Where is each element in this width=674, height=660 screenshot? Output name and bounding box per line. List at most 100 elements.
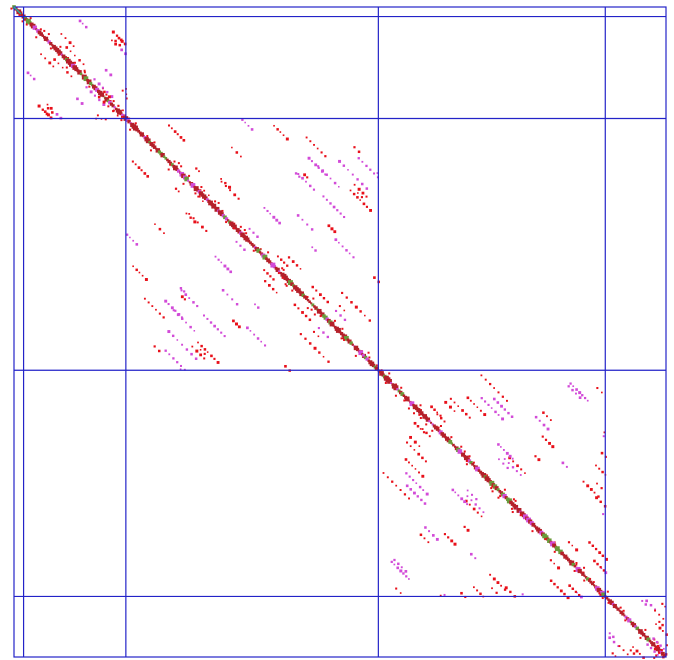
block-partition-grid [13,6,667,658]
matrix-entry [423,537,426,540]
near-diagonal-entry [333,319,336,322]
matrix-entry [629,649,632,652]
matrix-entry [74,54,76,57]
diagonal-entry [601,592,607,598]
matrix-entry [82,63,85,66]
matrix-entry [129,236,131,239]
near-diagonal-entry [388,372,391,375]
near-diagonal-entry [606,590,609,593]
matrix-entry [443,533,446,536]
near-diagonal-entry [655,654,658,657]
matrix-entry [297,173,300,176]
matrix-entry [495,591,498,594]
matrix-entry [203,348,207,351]
matrix-entry [176,133,179,136]
matrix-entry [123,42,126,45]
matrix-entry [319,293,322,297]
near-diagonal-entry [259,248,262,251]
matrix-entry [575,388,578,391]
matrix-entry [111,39,113,42]
matrix-entry [571,388,574,392]
matrix-entry [193,330,196,332]
matrix-entry [232,319,235,323]
matrix-entry [470,499,473,502]
matrix-entry [164,299,168,303]
diagonal-entry [163,155,166,158]
near-diagonal-entry [312,297,315,300]
matrix-entry [449,397,452,400]
near-diagonal-entry [343,338,346,341]
matrix-entry [172,357,175,360]
matrix-entry [506,466,509,470]
diagonal-entry [256,248,261,253]
matrix-entry [661,630,664,632]
matrix-entry [101,86,104,89]
matrix-entry [147,301,150,304]
matrix-entry [618,645,621,648]
diagonal-entry [371,363,376,368]
near-diagonal-entry [512,498,515,501]
near-diagonal-entry [277,272,280,275]
near-diagonal-entry [83,69,86,72]
matrix-entry [433,408,436,411]
near-diagonal-entry [182,182,185,185]
matrix-entry [305,180,307,183]
near-diagonal-entry [490,487,493,490]
matrix-entry [484,400,487,403]
matrix-entry [393,563,396,566]
diagonal-entry [314,306,318,310]
matrix-entry [350,301,353,304]
diagonal-entry [632,623,637,628]
matrix-entry [325,173,328,176]
matrix-entry [356,178,359,181]
near-diagonal-entry [282,268,285,271]
matrix-entry [173,130,177,133]
matrix-entry [369,209,372,212]
matrix-entry [271,287,275,291]
diagonal-entry [513,504,519,510]
matrix-entry [132,265,134,268]
matrix-entry [254,303,256,306]
diagonal-entry [142,134,145,138]
diagonal-entry [662,653,666,657]
near-diagonal-entry [310,308,313,311]
matrix-entry [197,341,199,344]
diagonal-entry [160,152,165,158]
matrix-entry [653,650,656,653]
matrix-entry [273,124,275,127]
matrix-entry [343,215,346,219]
matrix-entry [322,355,325,358]
diagonal-entry [351,343,354,346]
matrix-entry [109,73,113,77]
matrix-entry [418,445,421,447]
diagonal-entry [404,396,410,402]
matrix-entry [395,587,398,590]
matrix-entry [65,46,69,49]
diagonal-entry [390,381,393,384]
matrix-entry [29,74,32,77]
near-diagonal-entry [497,496,500,499]
matrix-entry [158,312,161,315]
diagonal-entry [605,596,609,600]
matrix-entry [235,322,238,326]
matrix-entry [409,435,413,439]
matrix-entry [179,287,183,290]
matrix-entry [604,557,608,561]
matrix-entry [480,397,483,400]
matrix-entry [503,458,506,460]
near-diagonal-entry [341,327,344,330]
matrix-entry [213,357,216,360]
diagonal-entry [137,129,141,133]
matrix-entry [287,256,291,259]
matrix-entry [404,458,408,461]
diagonal-entry [135,127,139,132]
matrix-entry [466,396,470,400]
diagonal-entry [268,260,272,264]
matrix-entry [368,319,371,322]
matrix-entry [102,100,106,104]
matrix-entry [171,334,175,338]
matrix-entry [601,391,603,394]
matrix-entry [468,416,471,419]
matrix-entry [457,494,460,497]
matrix-entry [110,95,114,99]
